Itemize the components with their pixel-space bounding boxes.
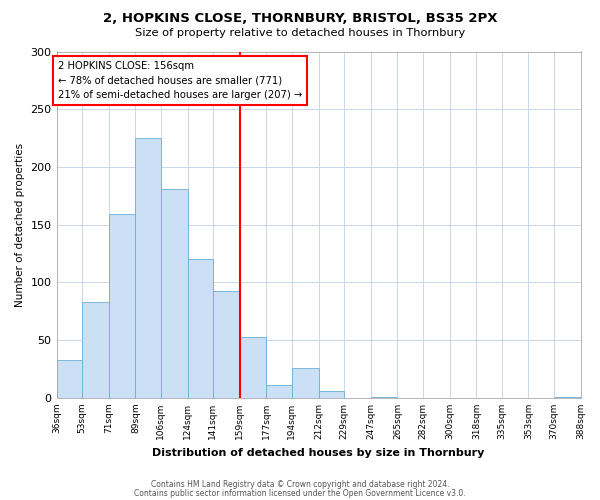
Text: Contains public sector information licensed under the Open Government Licence v3: Contains public sector information licen…	[134, 488, 466, 498]
Bar	[161, 189, 188, 398]
Bar	[188, 260, 213, 398]
Bar	[82, 302, 109, 398]
Bar	[371, 397, 397, 398]
Bar	[56, 360, 82, 398]
Bar	[554, 397, 581, 398]
Bar	[109, 214, 136, 398]
Y-axis label: Number of detached properties: Number of detached properties	[15, 142, 25, 307]
Bar	[136, 138, 161, 398]
Bar	[266, 385, 292, 398]
Text: Contains HM Land Registry data © Crown copyright and database right 2024.: Contains HM Land Registry data © Crown c…	[151, 480, 449, 489]
Text: 2 HOPKINS CLOSE: 156sqm
← 78% of detached houses are smaller (771)
21% of semi-d: 2 HOPKINS CLOSE: 156sqm ← 78% of detache…	[58, 60, 302, 100]
Bar	[213, 290, 239, 398]
X-axis label: Distribution of detached houses by size in Thornbury: Distribution of detached houses by size …	[152, 448, 485, 458]
Bar	[292, 368, 319, 398]
Bar	[319, 391, 344, 398]
Text: Size of property relative to detached houses in Thornbury: Size of property relative to detached ho…	[135, 28, 465, 38]
Text: 2, HOPKINS CLOSE, THORNBURY, BRISTOL, BS35 2PX: 2, HOPKINS CLOSE, THORNBURY, BRISTOL, BS…	[103, 12, 497, 26]
Bar	[239, 336, 266, 398]
